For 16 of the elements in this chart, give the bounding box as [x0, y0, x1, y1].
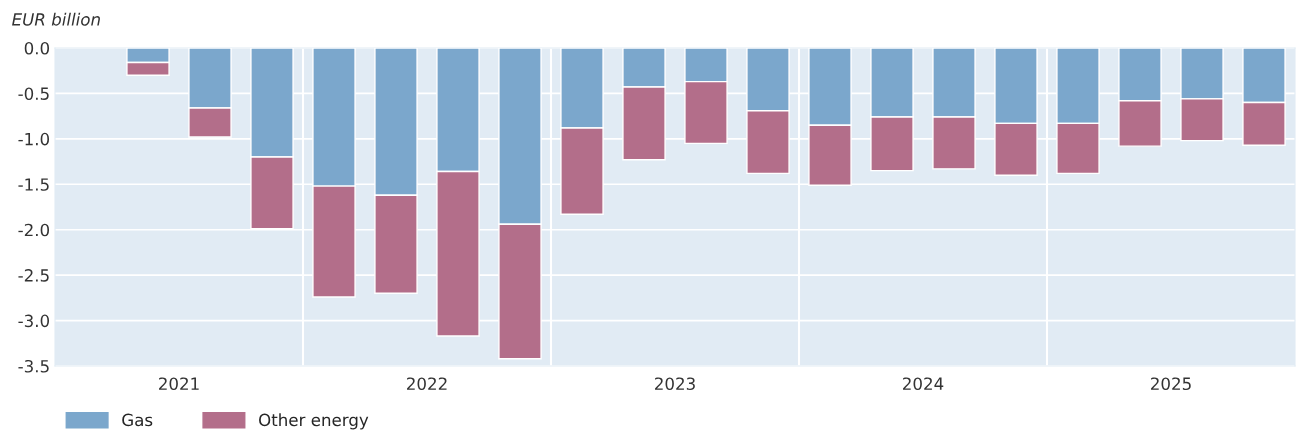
- y-tick-label: 0.0: [24, 41, 50, 55]
- y-tick-label: -1.0: [18, 132, 50, 146]
- y-tick-label: -3.0: [18, 314, 50, 328]
- x-tick-label: 2025: [1151, 377, 1191, 391]
- y-tick-label: -0.5: [18, 87, 49, 100]
- x-tick-label: 2021: [159, 377, 199, 391]
- x-tick-label: 2023: [655, 377, 695, 391]
- y-tick-label: -3.5: [18, 359, 49, 373]
- x-tick-label: 2024: [903, 377, 944, 391]
- y-tick-label: -1.5: [18, 178, 49, 191]
- y-tick-label: -2.0: [18, 223, 50, 237]
- legend-label: Gas: [122, 413, 153, 427]
- y-tick-label: -2.5: [18, 269, 49, 282]
- y-axis-title: EUR billion: [12, 12, 100, 26]
- legend-label: Other energy: [259, 413, 369, 430]
- x-tick-label: 2022: [407, 377, 447, 391]
